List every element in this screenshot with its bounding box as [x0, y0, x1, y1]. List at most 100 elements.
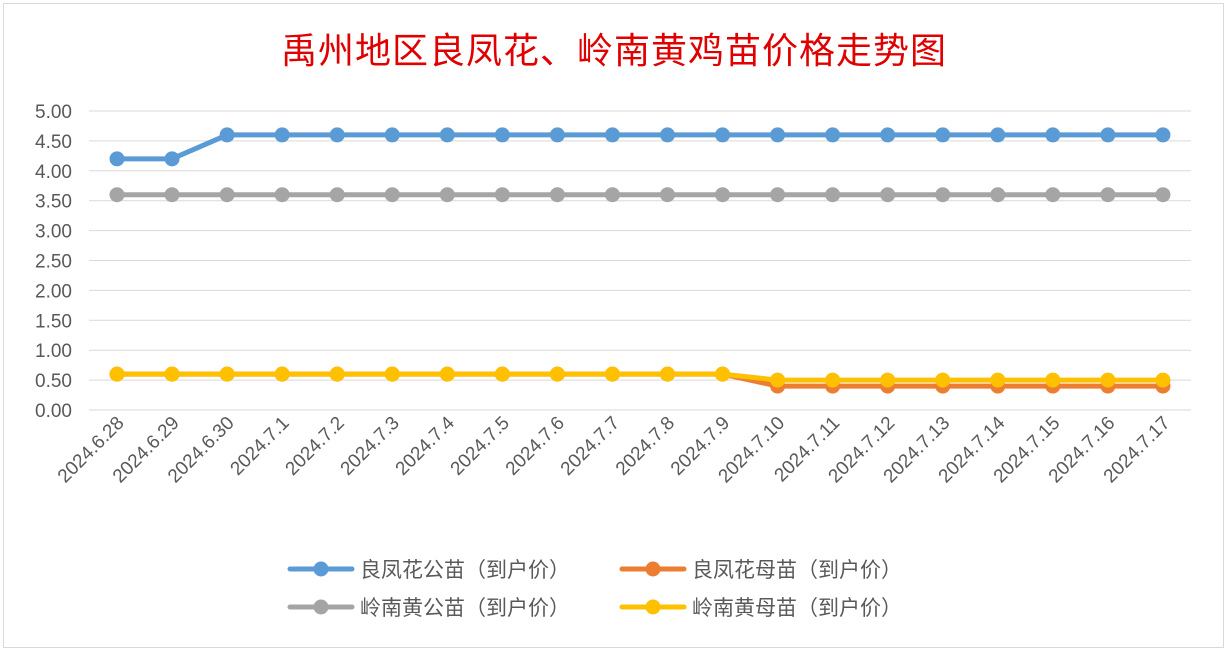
data-point — [1045, 127, 1061, 143]
data-point — [274, 366, 290, 382]
data-point — [825, 372, 841, 388]
legend-item: 岭南黄母苗（到户价） — [619, 596, 902, 620]
x-tick-label: 2024.7.8 — [612, 413, 679, 480]
data-point — [880, 372, 896, 388]
data-point — [384, 366, 400, 382]
data-point — [1100, 127, 1116, 143]
data-point — [1100, 372, 1116, 388]
y-tick-label: 3.50 — [35, 192, 72, 213]
data-point — [715, 366, 731, 382]
x-tick-label: 2024.7.6 — [502, 413, 569, 480]
legend-marker — [645, 599, 661, 615]
data-point — [439, 127, 455, 143]
data-point — [604, 366, 620, 382]
data-point — [935, 187, 951, 203]
y-tick-label: 4.00 — [35, 162, 72, 183]
data-point — [715, 127, 731, 143]
series-line — [114, 371, 1166, 383]
data-point — [880, 127, 896, 143]
series-4 — [109, 366, 1171, 388]
legend-marker — [313, 561, 329, 577]
data-point — [219, 366, 235, 382]
data-point — [935, 372, 951, 388]
data-point — [1100, 187, 1116, 203]
legend-label: 岭南黄公苗（到户价） — [360, 596, 570, 620]
y-tick-label: 3.00 — [35, 222, 72, 243]
data-point — [109, 366, 125, 382]
data-point — [825, 127, 841, 143]
data-point — [549, 366, 565, 382]
data-point — [990, 187, 1006, 203]
data-point — [494, 366, 510, 382]
data-point — [494, 127, 510, 143]
data-point — [549, 127, 565, 143]
y-tick-label: 2.00 — [35, 281, 72, 302]
data-point — [109, 151, 125, 167]
data-point — [604, 127, 620, 143]
data-point — [1045, 187, 1061, 203]
data-point — [660, 127, 675, 143]
data-point — [660, 187, 675, 203]
data-point — [329, 127, 345, 143]
x-tick-label: 2024.7.4 — [392, 412, 459, 479]
data-point — [219, 127, 235, 143]
legend-label: 岭南黄母苗（到户价） — [692, 596, 902, 620]
legend: 良凤花公苗（到户价） 良凤花母苗（到户价） 岭南黄公苗（到户价） 岭南黄母苗（到户价） — [287, 558, 902, 620]
gridlines — [89, 110, 1191, 411]
x-tick-label: 2024.7.5 — [447, 413, 514, 480]
chart-title: 禹州地区良凤花、岭南黄鸡苗价格走势图 — [280, 31, 947, 72]
legend-item: 良凤花母苗（到户价） — [619, 558, 902, 582]
x-tick-label: 2024.7.2 — [282, 413, 349, 480]
data-point — [109, 187, 125, 203]
legend-label: 良凤花公苗（到户价） — [360, 558, 570, 582]
legend-item: 岭南黄公苗（到户价） — [287, 596, 570, 620]
data-point — [164, 366, 180, 382]
legend-marker — [645, 561, 661, 577]
data-point — [715, 187, 731, 203]
data-point — [1045, 372, 1061, 388]
data-point — [770, 127, 786, 143]
data-point — [1155, 127, 1171, 143]
data-point — [825, 187, 841, 203]
y-tick-label: 5.00 — [35, 102, 72, 123]
data-point — [329, 187, 345, 203]
y-tick-label: 2.50 — [35, 252, 72, 273]
y-tick-label: 4.50 — [35, 132, 72, 153]
legend-item: 良凤花公苗（到户价） — [287, 558, 570, 582]
data-point — [274, 127, 290, 143]
data-point — [549, 187, 565, 203]
x-tick-label: 2024.7.1 — [227, 413, 294, 480]
data-point — [164, 187, 180, 203]
series-line — [114, 132, 1166, 162]
y-tick-label: 1.00 — [35, 341, 72, 362]
data-point — [219, 187, 235, 203]
data-point — [164, 151, 180, 167]
x-tick-label: 2024.7.3 — [337, 413, 404, 480]
data-point — [1155, 187, 1171, 203]
data-point — [1155, 372, 1171, 388]
data-point — [494, 187, 510, 203]
data-point — [935, 127, 951, 143]
legend-marker — [313, 599, 329, 615]
y-tick-label: 1.50 — [35, 311, 72, 332]
series-1 — [109, 127, 1171, 167]
data-point — [439, 366, 455, 382]
data-point — [660, 366, 675, 382]
data-point — [329, 366, 345, 382]
data-point — [770, 187, 786, 203]
data-point — [880, 187, 896, 203]
x-tick-label: 2024.7.7 — [557, 413, 624, 480]
data-point — [384, 127, 400, 143]
data-point — [604, 187, 620, 203]
y-tick-label: 0.50 — [35, 371, 72, 392]
data-point — [770, 372, 786, 388]
data-point — [384, 187, 400, 203]
data-point — [990, 372, 1006, 388]
data-point — [274, 187, 290, 203]
data-point — [990, 127, 1006, 143]
data-point — [439, 187, 455, 203]
series-3 — [109, 187, 1171, 203]
legend-label: 良凤花母苗（到户价） — [692, 558, 902, 582]
y-tick-label: 0.00 — [35, 401, 72, 422]
